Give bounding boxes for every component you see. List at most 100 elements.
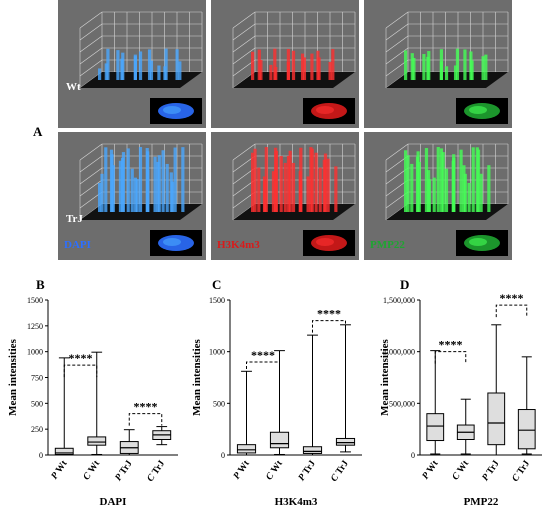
signal-bar (138, 147, 143, 212)
signal-bar (149, 60, 154, 80)
channel-label-dapi: DAPI (64, 239, 91, 251)
signal-bar (291, 50, 296, 80)
x-tick-label: P TrJ (481, 459, 502, 483)
signal-bar (163, 66, 167, 80)
signal-bar (133, 177, 138, 212)
y-axis-title: Mean intensities (7, 338, 19, 415)
nucleus-highlight (316, 106, 334, 114)
signal-bar (306, 176, 310, 212)
x-tick-label: P Wt (421, 458, 441, 481)
box-iqr (335, 437, 356, 446)
tile-wt-pmp22 (364, 0, 512, 128)
box-2: P TrJ (297, 334, 323, 483)
signal-bar (459, 149, 463, 212)
y-tick-label: 0 (39, 451, 43, 460)
box-iqr (426, 413, 445, 442)
signal-bar (165, 163, 169, 212)
signal-bar (404, 50, 408, 80)
significance-bracket (434, 351, 467, 364)
bracket-line (495, 304, 528, 318)
box-iqr (302, 446, 323, 454)
bracket-line (128, 413, 163, 426)
significance-label: **** (69, 351, 93, 365)
signal-bar (274, 150, 279, 212)
y-axis-title: Mean intensities (191, 338, 203, 415)
box-iqr (87, 436, 107, 446)
signal-bar (314, 152, 318, 212)
y-tick-label: 1250 (27, 322, 43, 331)
signal-bars (251, 48, 335, 80)
nucleus-highlight (163, 238, 181, 246)
signal-bar (279, 155, 283, 212)
panel-label-c: C (212, 277, 221, 292)
box-3: C TrJ (511, 356, 536, 484)
signal-bar (253, 148, 257, 212)
signal-bar (302, 57, 307, 80)
y-axis-title: Mean intensities (379, 338, 391, 415)
charts: 0 250 500 750 1000 1250 1500 Mean intensities P … (7, 291, 542, 508)
box-iqr (54, 447, 74, 455)
signal-bar (331, 49, 335, 80)
signal-bar (469, 51, 473, 80)
y-tick-label: 1000 (209, 348, 225, 357)
x-tick-label: P Wt (232, 458, 252, 481)
signal-bar (251, 51, 255, 80)
signal-bar (441, 152, 445, 212)
signal-bar (116, 50, 120, 80)
signal-bar (257, 49, 261, 80)
signal-bar (133, 56, 138, 80)
tile-wt-dapi: Wt (58, 0, 206, 128)
box-iqr (236, 444, 257, 454)
signal-bar (106, 48, 110, 80)
nucleus-highlight (316, 238, 334, 246)
signal-bar (422, 54, 426, 80)
signal-bar (439, 49, 444, 80)
wireframe-grid (385, 11, 509, 89)
significance-label: **** (439, 338, 463, 352)
signal-bar (288, 150, 292, 212)
signal-bar (444, 66, 449, 80)
signal-bar (286, 155, 291, 212)
signal-bar (299, 147, 303, 212)
x-tick-label: C TrJ (511, 459, 533, 484)
significance-bracket (246, 361, 280, 374)
significance-bracket (312, 320, 346, 333)
significance-label: **** (500, 291, 524, 305)
box-0: P Wt (50, 357, 74, 482)
x-tick-label: C Wt (264, 458, 285, 482)
microscopy-grid: Wt TrJ DAPI H3K4m3 PMP22 (58, 0, 512, 260)
signal-bar (170, 181, 175, 212)
box-iqr (269, 431, 290, 449)
y-tick-label: 250 (31, 425, 43, 434)
signal-bar (432, 177, 436, 212)
signal-bar (300, 53, 305, 80)
signal-bar (463, 49, 467, 80)
y-tick-label: 1,000,000 (383, 348, 415, 357)
signal-bars (251, 147, 338, 212)
panel-label-a: A (33, 124, 43, 139)
signal-bar (404, 150, 408, 212)
signal-bar (427, 179, 432, 212)
signal-bar (410, 53, 414, 80)
signal-bar (427, 51, 431, 80)
signal-bar (104, 147, 108, 212)
y-tick-label: 1,500,000 (383, 296, 415, 305)
signal-bar (121, 152, 126, 212)
signal-bar (138, 51, 143, 80)
x-axis-title: H3K4m3 (275, 496, 318, 508)
signal-bar (334, 166, 338, 212)
x-axis-title: DAPI (100, 496, 127, 508)
row-label-wt: Wt (66, 81, 81, 93)
signal-bar (110, 154, 114, 212)
signal-bar (161, 150, 165, 212)
signal-bar (251, 152, 255, 212)
y-tick-label: 1500 (209, 296, 225, 305)
x-tick-label: C TrJ (146, 459, 168, 484)
panel-label-b: B (36, 277, 45, 292)
signal-bar (153, 156, 157, 212)
signal-bar (471, 147, 475, 212)
box-iqr (487, 392, 506, 446)
signal-bar (484, 54, 488, 80)
signal-bar (439, 148, 444, 212)
signal-bar (181, 147, 185, 212)
